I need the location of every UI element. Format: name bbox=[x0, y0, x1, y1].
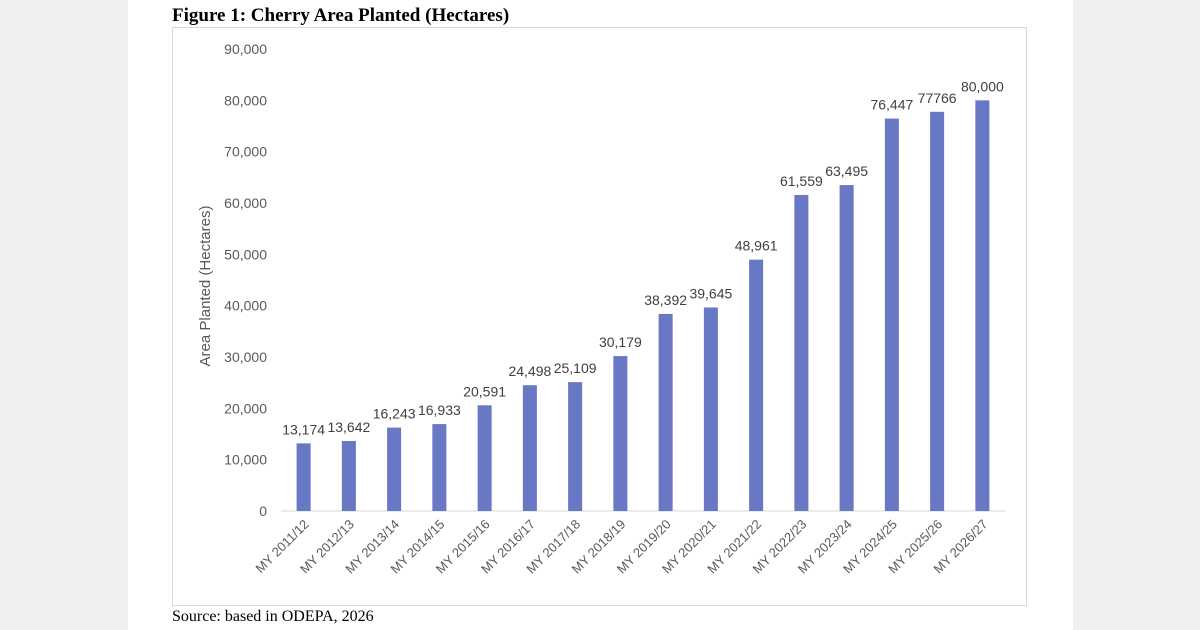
data-label: 77766 bbox=[918, 90, 957, 106]
data-label: 76,447 bbox=[870, 97, 913, 113]
bar bbox=[296, 443, 311, 511]
bar-chart: Area Planted (Hectares) 0 10,000 20,000 30,0… bbox=[197, 41, 1005, 577]
source-note: Source: based in ODEPA, 2026 bbox=[172, 608, 374, 625]
figure-title: Figure 1: Cherry Area Planted (Hectares) bbox=[172, 5, 510, 26]
data-label: 48,961 bbox=[735, 238, 778, 254]
bar bbox=[477, 405, 492, 511]
y-tick-label: 0 bbox=[259, 503, 267, 519]
bar bbox=[658, 313, 673, 511]
y-tick-label: 60,000 bbox=[224, 195, 267, 211]
data-label: 61,559 bbox=[780, 173, 823, 189]
bar bbox=[930, 111, 945, 511]
y-tick-label: 40,000 bbox=[224, 298, 267, 314]
y-tick-label: 70,000 bbox=[224, 144, 267, 160]
data-label: 80,000 bbox=[961, 78, 1004, 94]
chart-frame: Area Planted (Hectares) 0 10,000 20,000 30,0… bbox=[172, 27, 1027, 606]
y-axis-label: Area Planted (Hectares) bbox=[197, 206, 214, 367]
bar bbox=[839, 185, 854, 511]
data-label: 25,109 bbox=[554, 360, 597, 376]
data-label: 63,495 bbox=[825, 163, 868, 179]
y-tick-label: 30,000 bbox=[224, 349, 267, 365]
bar bbox=[749, 259, 764, 511]
data-label: 38,392 bbox=[644, 292, 687, 308]
y-tick-label: 50,000 bbox=[224, 246, 267, 262]
data-label: 13,174 bbox=[282, 421, 325, 437]
bar bbox=[387, 427, 402, 511]
y-tick-label: 80,000 bbox=[224, 92, 267, 108]
bar bbox=[568, 382, 583, 511]
data-label: 16,243 bbox=[373, 406, 416, 422]
bar bbox=[522, 385, 537, 511]
bar bbox=[975, 100, 990, 511]
bar bbox=[432, 424, 447, 511]
y-tick-label: 10,000 bbox=[224, 452, 267, 468]
bar bbox=[341, 440, 356, 511]
data-label: 30,179 bbox=[599, 334, 642, 350]
data-label: 24,498 bbox=[508, 363, 551, 379]
y-tick-label: 90,000 bbox=[224, 41, 267, 57]
data-label: 16,933 bbox=[418, 402, 461, 418]
bar bbox=[794, 194, 809, 511]
bar bbox=[703, 307, 718, 511]
y-tick-label: 20,000 bbox=[224, 400, 267, 416]
data-label: 39,645 bbox=[689, 285, 732, 301]
bar bbox=[884, 118, 899, 511]
data-label: 20,591 bbox=[463, 383, 506, 399]
bar bbox=[613, 356, 628, 511]
data-label: 13,642 bbox=[327, 419, 370, 435]
